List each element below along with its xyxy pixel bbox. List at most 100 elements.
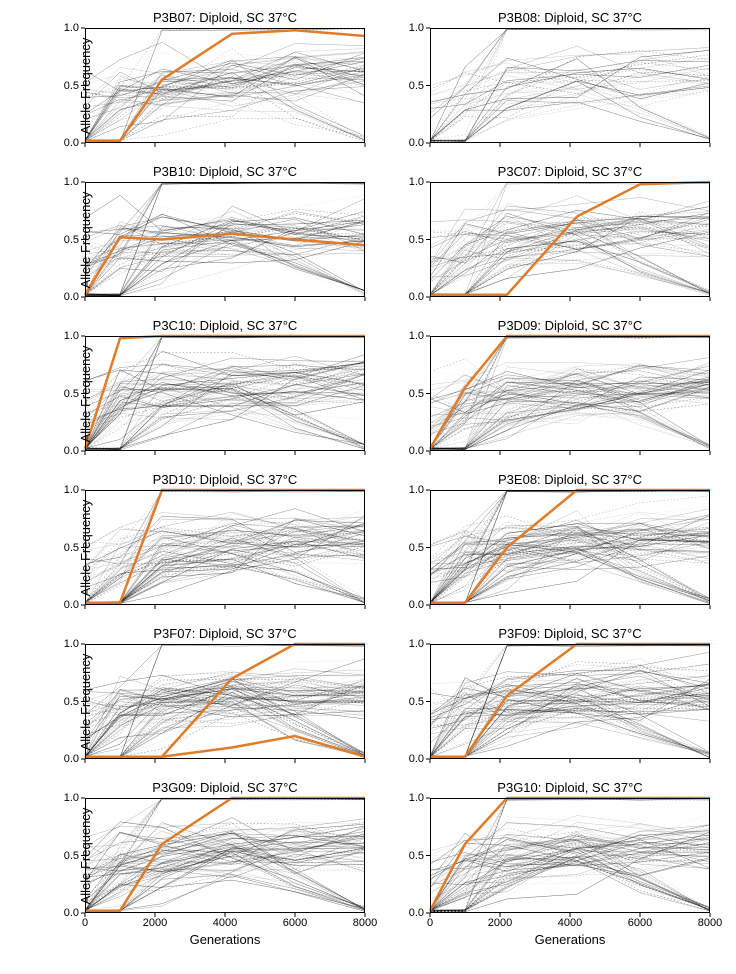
panel-plot <box>430 644 710 759</box>
y-tick-label: 0.5 <box>64 850 79 862</box>
chart-panel: P3F09: Diploid, SC 37°C0.00.51.0 <box>430 644 710 759</box>
y-tick-label: 1.0 <box>64 484 79 496</box>
y-tick-label: 0.0 <box>64 445 79 457</box>
y-tick-label: 0.0 <box>409 753 424 765</box>
panel-title: P3G10: Diploid, SC 37°C <box>430 780 710 795</box>
y-axis-label: Allele Frequency <box>78 37 93 134</box>
chart-panel: P3D09: Diploid, SC 37°C0.00.51.0 <box>430 336 710 451</box>
y-tick-label: 1.0 <box>409 638 424 650</box>
trajectory-line <box>85 689 365 757</box>
y-tick-label: 0.0 <box>64 753 79 765</box>
y-tick-label: 0.0 <box>409 445 424 457</box>
x-tick-label: 0 <box>427 917 433 929</box>
panel-plot <box>85 336 365 451</box>
chart-panel: P3F07: Diploid, SC 37°CAllele Frequency0… <box>85 644 365 759</box>
trajectory-line <box>430 70 710 141</box>
y-axis-label: Allele Frequency <box>78 807 93 904</box>
y-tick-label: 0.0 <box>64 291 79 303</box>
y-tick-label: 0.5 <box>64 80 79 92</box>
trajectory-line <box>85 183 365 295</box>
panel-title: P3B07: Diploid, SC 37°C <box>85 10 365 25</box>
y-tick-label: 0.0 <box>64 137 79 149</box>
y-tick-label: 1.0 <box>409 176 424 188</box>
y-tick-label: 1.0 <box>409 484 424 496</box>
y-tick-label: 0.5 <box>64 388 79 400</box>
trajectory-line <box>430 29 710 96</box>
x-tick-label: 4000 <box>213 917 237 929</box>
chart-panel: P3G10: Diploid, SC 37°CGenerations0.00.5… <box>430 798 710 913</box>
trajectory-line <box>85 337 365 402</box>
chart-panel: P3B07: Diploid, SC 37°CAllele Frequency0… <box>85 28 365 143</box>
trajectory-line <box>430 336 710 427</box>
trajectory-line <box>85 535 365 602</box>
trajectory-line <box>85 490 365 544</box>
y-axis-label: Allele Frequency <box>78 653 93 750</box>
panel-title: P3C10: Diploid, SC 37°C <box>85 318 365 333</box>
panel-plot <box>430 490 710 605</box>
trajectory-line <box>85 387 365 448</box>
panel-title: P3G09: Diploid, SC 37°C <box>85 780 365 795</box>
panel-plot <box>85 798 365 913</box>
x-axis-label: Generations <box>430 932 710 947</box>
panel-plot <box>85 490 365 605</box>
y-tick-label: 0.0 <box>409 291 424 303</box>
x-tick-label: 8000 <box>353 917 377 929</box>
y-tick-label: 1.0 <box>409 22 424 34</box>
y-tick-label: 1.0 <box>64 330 79 342</box>
panel-plot <box>85 28 365 143</box>
panel-plot <box>430 182 710 297</box>
trajectory-line <box>85 336 365 449</box>
y-axis-label: Allele Frequency <box>78 499 93 596</box>
x-axis-label: Generations <box>85 932 365 947</box>
trajectory-line <box>430 72 710 140</box>
panel-title: P3C07: Diploid, SC 37°C <box>430 164 710 179</box>
y-tick-label: 0.0 <box>409 599 424 611</box>
panel-title: P3D10: Diploid, SC 37°C <box>85 472 365 487</box>
panel-title: P3B08: Diploid, SC 37°C <box>430 10 710 25</box>
trajectory-line <box>85 182 365 276</box>
x-tick-label: 4000 <box>558 917 582 929</box>
highlight-trajectory <box>85 234 365 295</box>
y-tick-label: 0.5 <box>409 234 424 246</box>
y-tick-label: 0.0 <box>64 907 79 919</box>
trajectory-line <box>430 392 710 447</box>
chart-panel: P3D10: Diploid, SC 37°CAllele Frequency0… <box>85 490 365 605</box>
panel-title: P3F07: Diploid, SC 37°C <box>85 626 365 641</box>
y-tick-label: 0.5 <box>409 542 424 554</box>
y-axis-label: Allele Frequency <box>78 191 93 288</box>
chart-panel: P3C10: Diploid, SC 37°CAllele Frequency0… <box>85 336 365 451</box>
y-tick-label: 1.0 <box>64 638 79 650</box>
chart-panel: P3C07: Diploid, SC 37°C0.00.51.0 <box>430 182 710 297</box>
y-tick-label: 0.5 <box>409 850 424 862</box>
y-tick-label: 0.0 <box>409 907 424 919</box>
panel-title: P3D09: Diploid, SC 37°C <box>430 318 710 333</box>
chart-panel: P3E08: Diploid, SC 37°C0.00.51.0 <box>430 490 710 605</box>
trajectory-line <box>430 835 710 911</box>
axes-frame <box>431 491 710 605</box>
trajectory-line <box>430 73 710 142</box>
trajectory-line <box>430 29 710 140</box>
trajectory-line <box>430 515 710 604</box>
axes-frame <box>431 29 710 143</box>
trajectory-line <box>430 710 710 758</box>
y-tick-label: 1.0 <box>409 330 424 342</box>
y-tick-label: 1.0 <box>64 22 79 34</box>
x-tick-label: 6000 <box>283 917 307 929</box>
y-tick-label: 0.5 <box>409 388 424 400</box>
y-tick-label: 0.5 <box>409 696 424 708</box>
trajectory-line <box>430 72 710 140</box>
panel-plot <box>430 798 710 913</box>
panel-title: P3E08: Diploid, SC 37°C <box>430 472 710 487</box>
chart-panel: P3B10: Diploid, SC 37°CAllele Frequency0… <box>85 182 365 297</box>
trajectory-line <box>85 87 365 142</box>
y-tick-label: 0.0 <box>409 137 424 149</box>
chart-panel: P3G09: Diploid, SC 37°CAllele FrequencyG… <box>85 798 365 913</box>
chart-panel: P3B08: Diploid, SC 37°C0.00.51.0 <box>430 28 710 143</box>
trajectory-line <box>430 29 710 141</box>
x-tick-label: 0 <box>82 917 88 929</box>
y-tick-label: 1.0 <box>409 792 424 804</box>
y-tick-label: 0.5 <box>64 234 79 246</box>
panel-title: P3B10: Diploid, SC 37°C <box>85 164 365 179</box>
x-tick-label: 6000 <box>628 917 652 929</box>
trajectory-line <box>430 69 710 142</box>
